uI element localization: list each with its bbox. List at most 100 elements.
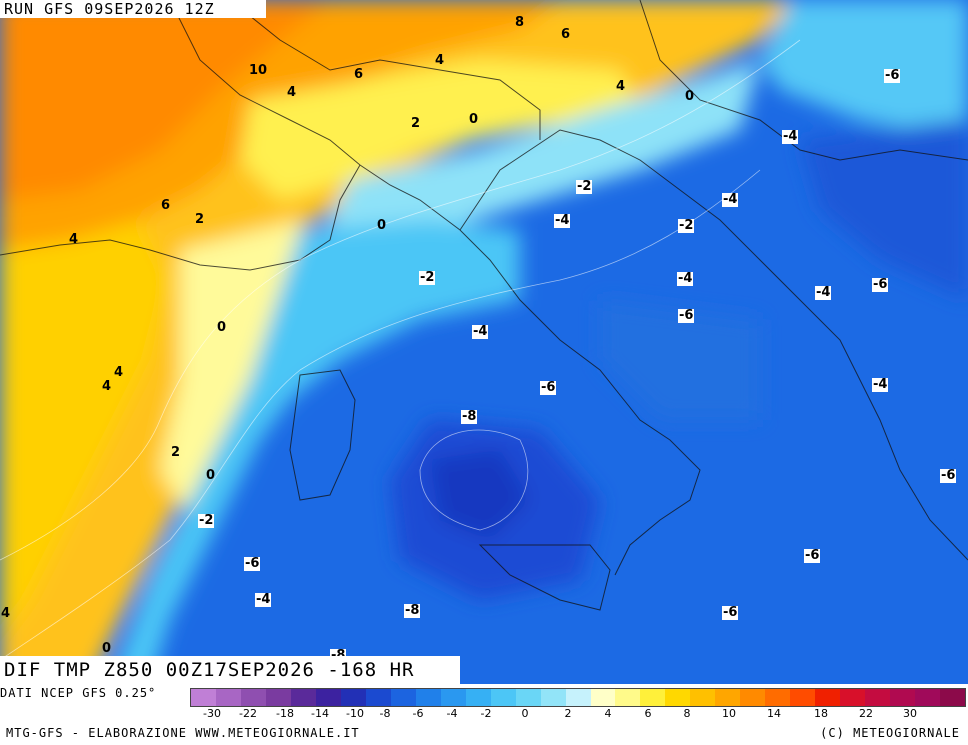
contour-label: 0 — [685, 89, 695, 104]
color-swatch — [715, 689, 741, 706]
contour-label: 0 — [377, 218, 387, 233]
color-swatch — [615, 689, 641, 706]
tick-label: -2 — [480, 707, 492, 720]
footer-copyright: (C) METEOGIORNALE — [820, 726, 960, 740]
contour-label: -2 — [678, 218, 695, 233]
color-swatch — [915, 689, 941, 706]
color-swatch — [215, 689, 241, 706]
tick-label: -8 — [379, 707, 391, 720]
contour-label: -2 — [198, 513, 215, 528]
color-swatch — [290, 689, 316, 706]
contour-label: 0 — [206, 468, 216, 483]
contour-label: 4 — [616, 79, 626, 94]
color-swatch — [865, 689, 891, 706]
tick-label: -14 — [311, 707, 329, 720]
contour-label: -2 — [576, 179, 593, 194]
color-swatch — [940, 689, 966, 706]
contour-label: -4 — [782, 129, 799, 144]
color-swatch — [315, 689, 341, 706]
footer-credit: MTG-GFS - ELABORAZIONE WWW.METEOGIORNALE… — [6, 726, 360, 740]
contour-label: -8 — [404, 603, 421, 618]
tick-label: 2 — [564, 707, 572, 720]
color-swatch — [815, 689, 841, 706]
color-scale-ticks: -30 -22 -18 -14 -10 -8 -6 -4 -2 0 2 4 6 8 10 14 18 22 30 — [190, 707, 966, 721]
tick-label: -30 — [203, 707, 221, 720]
contour-label: 0 — [217, 320, 227, 335]
color-swatch — [365, 689, 391, 706]
color-swatch — [765, 689, 791, 706]
contour-label: -4 — [554, 213, 571, 228]
tick-label: -6 — [412, 707, 424, 720]
contour-label: 4 — [102, 379, 112, 394]
contour-label: 4 — [435, 53, 445, 68]
color-swatch — [840, 689, 866, 706]
color-swatch — [265, 689, 291, 706]
color-swatch — [465, 689, 491, 706]
contour-label: -6 — [722, 605, 739, 620]
color-swatch — [415, 689, 441, 706]
color-scale-bar — [190, 688, 966, 707]
contour-label: -6 — [872, 277, 889, 292]
contour-label: 2 — [411, 116, 421, 131]
data-source-label: DATI NCEP GFS 0.25° — [0, 686, 157, 700]
run-label: RUN GFS 09SEP2026 12Z — [0, 0, 266, 18]
tick-label: 10 — [722, 707, 736, 720]
tick-label: 22 — [859, 707, 873, 720]
contour-label: -8 — [461, 409, 478, 424]
contour-label: 10 — [249, 63, 268, 78]
contour-label: -6 — [940, 468, 957, 483]
tick-label: 0 — [521, 707, 529, 720]
color-swatch — [240, 689, 266, 706]
tick-label: 8 — [683, 707, 691, 720]
contour-label: -4 — [255, 592, 272, 607]
contour-label: -4 — [472, 324, 489, 339]
color-swatch — [890, 689, 916, 706]
color-swatch — [191, 689, 216, 706]
contour-label: 4 — [287, 85, 297, 100]
color-swatch — [565, 689, 591, 706]
temperature-anomaly-map: RUN GFS 09SEP2026 12Z 10 8 6 6 4 4 4 0 -6 2 0 -4 6 2 4… — [0, 0, 968, 684]
color-swatch — [340, 689, 366, 706]
color-swatch — [515, 689, 541, 706]
tick-label: -10 — [346, 707, 364, 720]
color-swatch — [640, 689, 666, 706]
contour-label: 4 — [1, 606, 11, 621]
contour-label: 6 — [354, 67, 364, 82]
contour-label: 0 — [469, 112, 479, 127]
field-label: DIF TMP Z850 00Z17SEP2026 -168 HR — [0, 656, 460, 684]
color-swatch — [540, 689, 566, 706]
contour-label: -6 — [244, 556, 261, 571]
color-swatch — [665, 689, 691, 706]
contour-label: 6 — [161, 198, 171, 213]
tick-label: -18 — [276, 707, 294, 720]
tick-label: 18 — [814, 707, 828, 720]
contour-label: -4 — [677, 271, 694, 286]
color-swatch — [490, 689, 516, 706]
contour-label: 4 — [114, 365, 124, 380]
tick-label: -22 — [239, 707, 257, 720]
color-swatch — [690, 689, 716, 706]
color-swatch — [390, 689, 416, 706]
contour-label: -2 — [419, 270, 436, 285]
contour-label: -4 — [872, 377, 889, 392]
contour-label: 0 — [102, 641, 112, 656]
contour-label: 8 — [515, 15, 525, 30]
contour-label: -4 — [815, 285, 832, 300]
tick-label: 30 — [903, 707, 917, 720]
color-swatch — [740, 689, 766, 706]
color-swatch — [590, 689, 616, 706]
color-swatch — [440, 689, 466, 706]
contour-label: 2 — [195, 212, 205, 227]
contour-label: -6 — [678, 308, 695, 323]
tick-label: 4 — [604, 707, 612, 720]
tick-label: 6 — [644, 707, 652, 720]
contour-label: 2 — [171, 445, 181, 460]
contour-label: -6 — [804, 548, 821, 563]
contour-label: 4 — [69, 232, 79, 247]
map-background — [0, 0, 968, 684]
contour-label: -6 — [884, 68, 901, 83]
tick-label: 14 — [767, 707, 781, 720]
contour-label: -4 — [722, 192, 739, 207]
tick-label: -4 — [446, 707, 458, 720]
contour-label: 6 — [561, 27, 571, 42]
